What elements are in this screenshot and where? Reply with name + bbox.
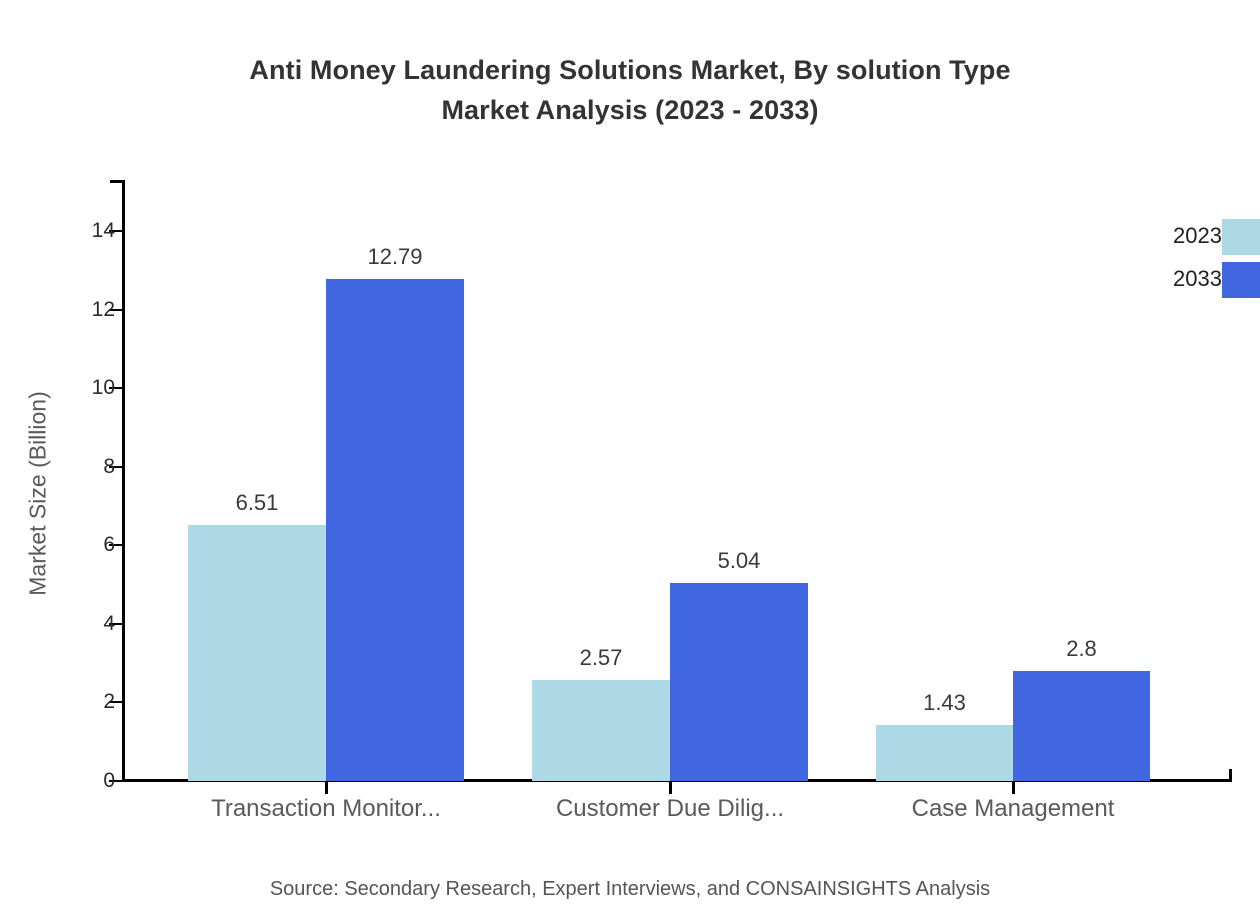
bar-2033-3[interactable]: [1013, 671, 1150, 781]
y-axis-tick-label: 8: [103, 454, 115, 478]
y-axis-tick: [109, 230, 123, 233]
x-axis-tick: [325, 781, 328, 794]
chart-legend: 2023 2033: [1100, 215, 1260, 310]
y-axis-tick-label: 12: [91, 297, 115, 321]
chart-title: Anti Money Laundering Solutions Market, …: [0, 50, 1260, 130]
y-axis-tick: [109, 701, 123, 704]
bar-2023-2[interactable]: [532, 680, 670, 781]
bar-2023-3[interactable]: [876, 724, 1013, 781]
legend-color-swatch: [1222, 262, 1260, 298]
y-axis-tick: [109, 622, 123, 625]
bar-value-label: 2.57: [579, 645, 623, 671]
x-axis-tick: [669, 781, 672, 794]
chart-title-line-2: Market Analysis (2023 - 2033): [441, 95, 819, 125]
y-axis-tick-label: 10: [91, 376, 115, 400]
x-axis-category-label: Customer Due Dilig...: [555, 795, 785, 822]
bar-value-label: 5.04: [717, 548, 761, 574]
y-axis-tick: [109, 465, 123, 468]
bar-value-label: 1.43: [923, 689, 966, 715]
bar-value-label: 12.79: [367, 243, 423, 269]
x-axis-tick: [1012, 781, 1015, 794]
y-axis-tick-label: 0: [103, 769, 115, 792]
bar-2033-1[interactable]: [326, 278, 464, 781]
x-axis-end-cap: [1229, 769, 1232, 782]
x-axis-category-label: Transaction Monitor...: [211, 795, 441, 822]
legend-item-2033[interactable]: 2033: [1100, 258, 1260, 298]
bar-2023-1[interactable]: [188, 525, 326, 781]
y-axis-tick-label: 6: [103, 533, 115, 557]
y-axis-tick: [109, 308, 123, 311]
bars-layer: 6.51 12.79 2.57 5.04 1.43 2.8: [188, 243, 1150, 781]
source-note: Source: Secondary Research, Expert Inter…: [269, 878, 991, 900]
y-axis-tick-label: 4: [103, 611, 115, 635]
y-axis-top-cap: [110, 180, 125, 183]
y-axis-spine: [122, 180, 125, 782]
legend-label: 2033: [1173, 266, 1222, 291]
legend-item-2023[interactable]: 2023: [1100, 215, 1260, 255]
chart-title-line-1: Anti Money Laundering Solutions Market, …: [249, 55, 1011, 85]
bar-2033-2[interactable]: [670, 583, 808, 781]
y-axis-tick: [109, 780, 123, 782]
y-axis-tick-label: 14: [91, 219, 115, 243]
y-axis-tick-label: 2: [103, 690, 115, 714]
legend-label: 2023: [1173, 223, 1222, 248]
y-axis-tick: [109, 544, 123, 547]
bar-value-label: 6.51: [235, 490, 279, 516]
legend-color-swatch: [1222, 219, 1260, 255]
x-axis-category-label: Case Management: [911, 795, 1115, 822]
y-axis-tick: [109, 387, 123, 390]
bar-value-label: 2.8: [1066, 636, 1097, 661]
